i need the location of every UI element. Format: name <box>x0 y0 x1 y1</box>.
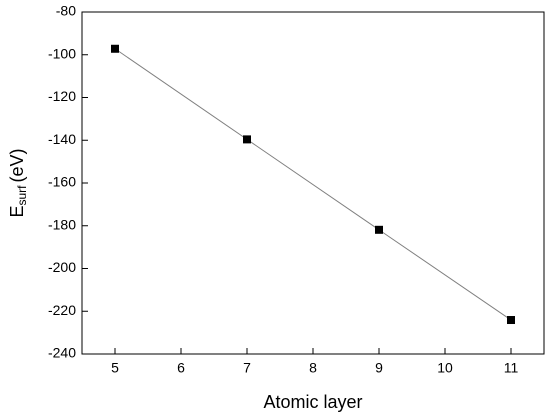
y-tick-label: -80 <box>56 3 76 19</box>
y-axis-title: Esurf (eV) <box>7 148 29 217</box>
y-tick-label: -200 <box>48 259 76 275</box>
y-tick-label: -120 <box>48 88 76 104</box>
x-tick-label: 6 <box>177 360 185 376</box>
y-tick-label: -240 <box>48 345 76 361</box>
x-tick-label: 5 <box>111 360 119 376</box>
data-point <box>375 225 383 234</box>
y-tick-label: -180 <box>48 216 76 232</box>
x-tick-label: 8 <box>309 360 317 376</box>
x-tick-label: 7 <box>243 360 251 376</box>
y-axis-title-main: E <box>7 206 27 218</box>
x-axis-title: Atomic layer <box>263 392 362 412</box>
y-tick-label: -160 <box>48 174 76 190</box>
data-point <box>507 316 515 325</box>
y-tick-label: -100 <box>48 45 76 61</box>
x-tick-label: 11 <box>504 360 519 376</box>
x-tick-label: 9 <box>375 360 383 376</box>
plot-frame <box>81 11 545 355</box>
data-point <box>243 135 251 144</box>
y-tick-label: -220 <box>48 302 76 318</box>
data-point <box>111 44 119 53</box>
x-tick-label: 10 <box>437 360 453 376</box>
series-line <box>114 48 512 321</box>
y-axis-title-unit: (eV) <box>7 148 27 182</box>
y-axis-title-subscript: surf <box>15 185 29 206</box>
y-tick-label: -140 <box>48 131 76 147</box>
